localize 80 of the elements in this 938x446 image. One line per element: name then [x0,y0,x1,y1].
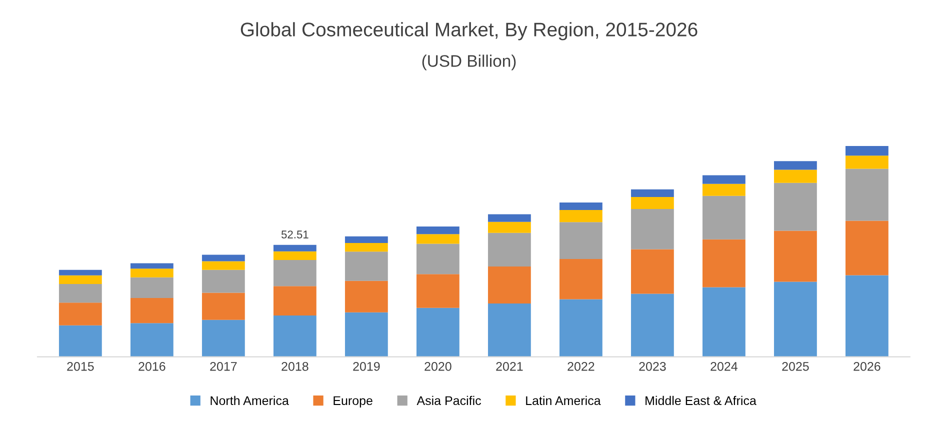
bar [702,175,746,184]
bar [58,325,102,357]
bar [846,156,888,169]
bar [774,170,817,183]
bar [774,230,817,282]
bar [559,210,602,222]
x-tick-label: 2020 [424,362,452,371]
bar [202,320,245,357]
bar [273,251,316,260]
bar [58,270,102,276]
x-tick-label: 2016 [138,362,166,371]
x-tick-label: 2018 [282,362,308,371]
bar [846,220,888,276]
bar [846,275,888,357]
bar [559,258,602,300]
chart-title: Global Cosmeceutical Market, By Region, 2015-2026 [240,22,698,40]
bar [58,284,102,303]
bar [702,184,746,196]
bar [416,308,460,357]
bar [273,244,316,252]
bar [130,263,174,269]
bar [202,292,245,320]
bar [630,209,674,250]
bar [702,196,746,240]
bar [559,222,602,259]
bar [58,302,102,326]
legend-label: Latin America [526,396,601,406]
bar [846,168,888,221]
bar [130,277,174,298]
bar [202,254,245,262]
bar [488,214,531,222]
bar [202,270,245,293]
bar [488,232,531,267]
bar [273,286,316,316]
bar [846,146,888,156]
bar [774,182,817,231]
x-tick-label: 2015 [67,362,94,371]
legend-label: Middle East & Africa [646,396,756,406]
legend-label: Europe [334,396,372,408]
bar [488,222,531,233]
bar [130,323,174,357]
bar [630,189,674,197]
bar [416,234,460,244]
legend-label: Asia Pacific [416,396,481,406]
bar [559,299,602,357]
bar [344,242,388,252]
bar [273,260,316,286]
bar [488,266,531,304]
bar [130,298,174,324]
x-tick-label: 2019 [353,362,380,371]
legend-label: North America [210,396,289,406]
bar [630,249,674,294]
bar [774,161,817,170]
bar [702,239,746,288]
bar [344,312,388,357]
x-tick-label: 2022 [568,362,594,371]
x-tick-label: 2017 [210,362,237,371]
bar [559,202,602,210]
chart-subtitle: (USD Billion) [422,54,516,70]
x-tick-label: 2026 [854,362,880,371]
bar [273,315,316,357]
bar [130,268,174,278]
bar [416,274,460,308]
bar [630,196,674,210]
bar [416,226,460,234]
annotation: 52.51 [281,230,308,238]
bar [344,252,388,281]
bar [488,303,531,357]
x-tick-label: 2025 [782,362,809,371]
bar [344,236,388,243]
x-tick-label: 2021 [496,362,523,371]
bar [702,287,746,357]
bar [630,294,674,357]
bar [58,275,102,284]
x-tick-label: 2024 [710,362,738,371]
bar [202,261,245,270]
x-tick-label: 2023 [639,362,666,371]
bar [774,282,817,357]
bar [344,280,388,312]
bar [416,244,460,274]
